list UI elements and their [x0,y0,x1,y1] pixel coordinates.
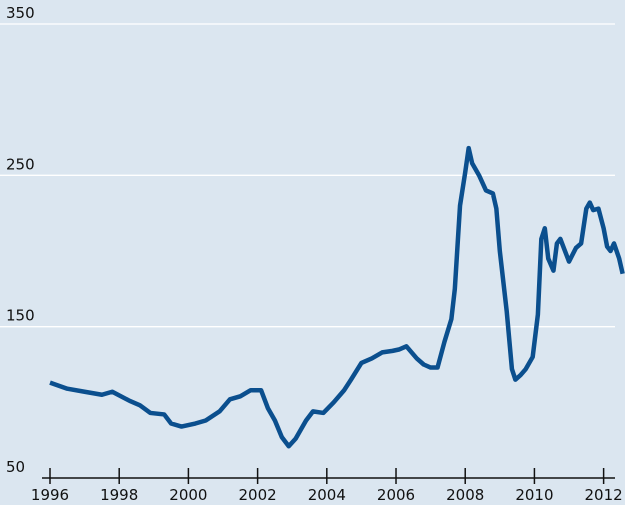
x-tick-label: 2006 [377,486,415,504]
x-tick-label: 2004 [308,486,346,504]
x-tick-label: 2000 [169,486,207,504]
x-tick-label: 1996 [31,486,69,504]
y-tick-label: 350 [6,4,35,22]
x-tick-label: 2002 [239,486,277,504]
x-tick-label: 2008 [446,486,484,504]
x-tick-label: 1998 [100,486,138,504]
data-line [49,145,625,449]
y-tick-label: 50 [6,458,25,476]
x-tick-label: 2012 [585,486,623,504]
y-tick-label: 250 [6,155,35,173]
x-tick-label: 2010 [515,486,553,504]
y-tick-label: 150 [6,307,35,325]
